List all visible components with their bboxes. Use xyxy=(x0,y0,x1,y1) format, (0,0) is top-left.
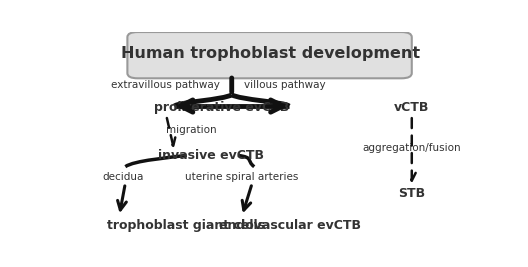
Text: proliferative evCTB: proliferative evCTB xyxy=(154,101,289,113)
FancyBboxPatch shape xyxy=(127,32,412,78)
Text: vCTB: vCTB xyxy=(394,101,429,113)
Text: migration: migration xyxy=(166,125,217,135)
Text: extravillous pathway: extravillous pathway xyxy=(110,80,220,91)
Text: Human trophoblast development: Human trophoblast development xyxy=(121,46,420,61)
Text: invasive evCTB: invasive evCTB xyxy=(158,149,265,162)
Text: uterine spiral arteries: uterine spiral arteries xyxy=(185,172,299,182)
Text: villous pathway: villous pathway xyxy=(244,80,326,91)
Text: STB: STB xyxy=(398,187,426,200)
Text: aggregation/fusion: aggregation/fusion xyxy=(362,143,461,153)
Text: decidua: decidua xyxy=(102,172,144,182)
Text: trophoblast giant cells: trophoblast giant cells xyxy=(107,219,265,232)
Text: endovascular evCTB: endovascular evCTB xyxy=(220,219,362,232)
